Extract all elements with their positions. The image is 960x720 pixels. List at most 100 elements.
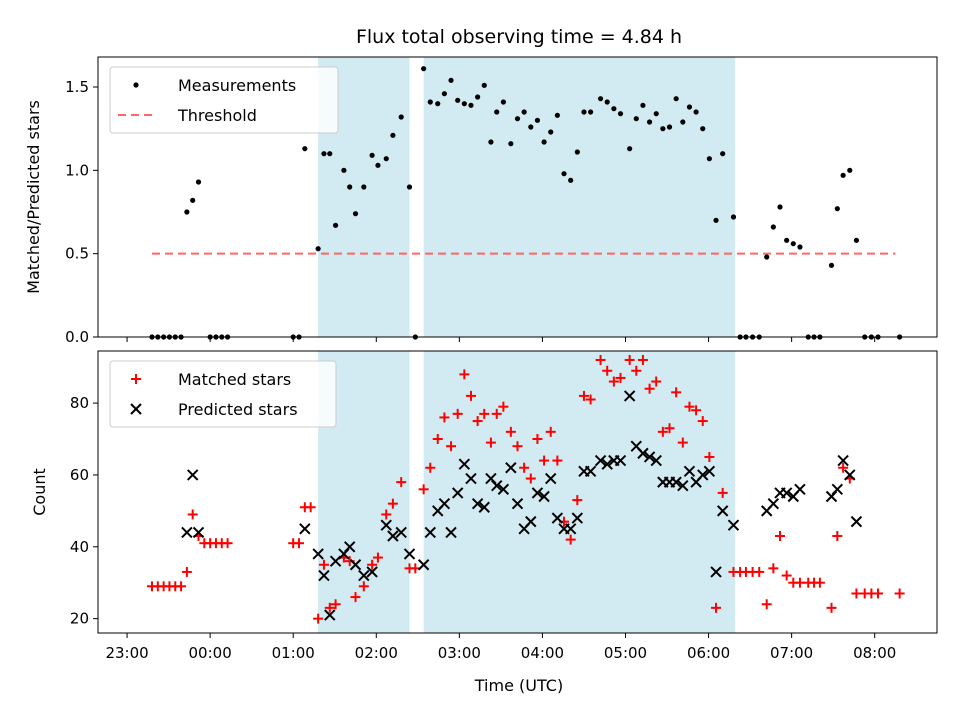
measurement-point [494, 109, 500, 115]
measurement-point [693, 109, 699, 115]
matched-star-marker [684, 401, 695, 412]
measurement-point [352, 211, 359, 217]
predicted-star-marker [299, 523, 311, 535]
marker-stroke [471, 497, 484, 510]
measurement-point [706, 156, 712, 162]
marker-stroke [614, 454, 627, 467]
measurement-point [700, 126, 706, 132]
predicted-star-marker [324, 609, 336, 621]
predicted-star-marker [366, 566, 378, 578]
measurement-point [441, 91, 447, 97]
predicted-star-marker [571, 512, 584, 524]
measurement-point [435, 101, 441, 107]
matched-star-marker [498, 401, 509, 412]
marker-stroke [465, 472, 477, 485]
measurement-point [790, 241, 796, 247]
matched-star-marker [781, 570, 792, 581]
marker-stroke [438, 497, 451, 510]
marker-stroke [794, 483, 806, 496]
marker-stroke [837, 454, 849, 467]
measurement-point [500, 99, 506, 105]
measurement-point [640, 102, 646, 108]
measurement-point [653, 111, 659, 117]
matched-star-marker [814, 577, 825, 588]
matched-star-marker [176, 581, 187, 592]
predicted-star-marker [491, 480, 503, 492]
legend-box [109, 360, 337, 428]
matched-star-marker [532, 434, 543, 445]
predicted-star-marker [451, 487, 464, 499]
x-tick-label: 00:00 [189, 644, 232, 662]
matched-star-marker [324, 602, 335, 613]
predicted-star-marker [623, 390, 636, 402]
matched-star-marker [505, 426, 516, 437]
marker-stroke [767, 497, 780, 510]
x-tick-label: 03:00 [438, 644, 481, 662]
measurement-point [574, 149, 580, 155]
measurement-point [646, 119, 653, 125]
predicted-star-marker [445, 526, 457, 539]
legend-marker-predicted-stars [130, 403, 142, 415]
matched-star-marker [519, 462, 530, 473]
predicted-star-marker [643, 451, 656, 463]
predicted-star-marker [505, 462, 517, 474]
matched-star-marker [704, 451, 715, 462]
matched-star-marker [761, 599, 772, 610]
matched-star-marker [615, 372, 626, 383]
matched-star-marker [539, 455, 550, 466]
measurement-point [514, 116, 521, 122]
predicted-star-marker [837, 454, 849, 467]
matched-star-marker [181, 566, 192, 577]
x-tick-label: 07:00 [770, 644, 813, 662]
measurement-point [581, 109, 587, 115]
measurement-point [617, 111, 624, 117]
matched-star-marker [387, 498, 398, 509]
predicted-star-marker [614, 454, 627, 467]
matched-star-marker [465, 390, 476, 401]
matched-star-marker [459, 369, 470, 380]
measurement-point [784, 237, 790, 243]
marker-stroke [366, 566, 378, 578]
legend-marker-matched-stars [131, 374, 141, 384]
measurement-point [398, 114, 404, 120]
predicted-star-marker [637, 447, 649, 460]
matched-star-marker [294, 538, 305, 549]
measurement-point [341, 167, 347, 173]
measurement-point [508, 141, 514, 147]
marker-stroke [564, 523, 577, 535]
predicted-star-marker [670, 476, 682, 488]
marker-stroke [358, 569, 370, 582]
matched-star-marker [381, 509, 392, 520]
marker-stroke [703, 465, 716, 478]
measurement-point [713, 217, 719, 223]
y-tick-label: 60 [70, 466, 89, 484]
matched-star-marker [774, 531, 785, 542]
y-tick-label: 0.5 [65, 245, 89, 263]
measurement-point [627, 146, 633, 152]
marker-stroke [538, 490, 550, 503]
matched-star-marker [565, 534, 576, 545]
predicted-star-marker [358, 569, 370, 582]
predicted-star-marker [471, 497, 484, 510]
y-tick-label: 1.5 [65, 78, 89, 96]
measurement-point [488, 139, 494, 145]
matched-star-marker [525, 473, 536, 484]
predicted-star-marker [458, 458, 471, 470]
matched-star-marker [452, 408, 463, 419]
matched-star-marker [313, 613, 324, 624]
measurement-point [406, 184, 413, 190]
x-axis-label: Time (UTC) [474, 676, 563, 695]
marker-stroke [451, 487, 464, 499]
marker-stroke [551, 512, 564, 524]
marker-stroke [318, 569, 330, 582]
y-axis-label: Matched/Predicted stars [24, 100, 43, 294]
legend-label: Predicted stars [178, 400, 298, 419]
measurement-point [680, 119, 686, 125]
axes-frame [97, 56, 938, 338]
measurement-point [332, 222, 339, 228]
marker-stroke [387, 530, 399, 542]
measurement-point [455, 97, 461, 103]
marker-stroke [683, 465, 696, 478]
predicted-star-marker [395, 526, 407, 539]
matched-star-marker [608, 376, 619, 387]
